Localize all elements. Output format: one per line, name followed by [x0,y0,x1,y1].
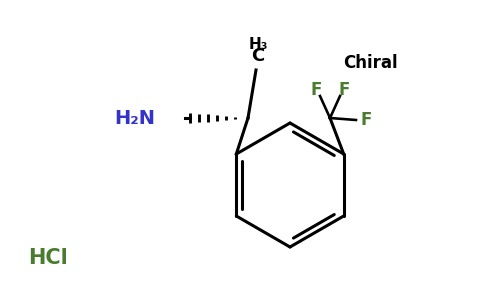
Text: F: F [360,111,372,129]
Text: HCl: HCl [28,248,68,268]
Text: F: F [310,81,322,99]
Text: C: C [251,47,265,65]
Text: H₂N: H₂N [114,109,155,128]
Text: H₃: H₃ [248,37,268,52]
Text: F: F [338,81,349,99]
Text: Chiral: Chiral [343,54,397,72]
